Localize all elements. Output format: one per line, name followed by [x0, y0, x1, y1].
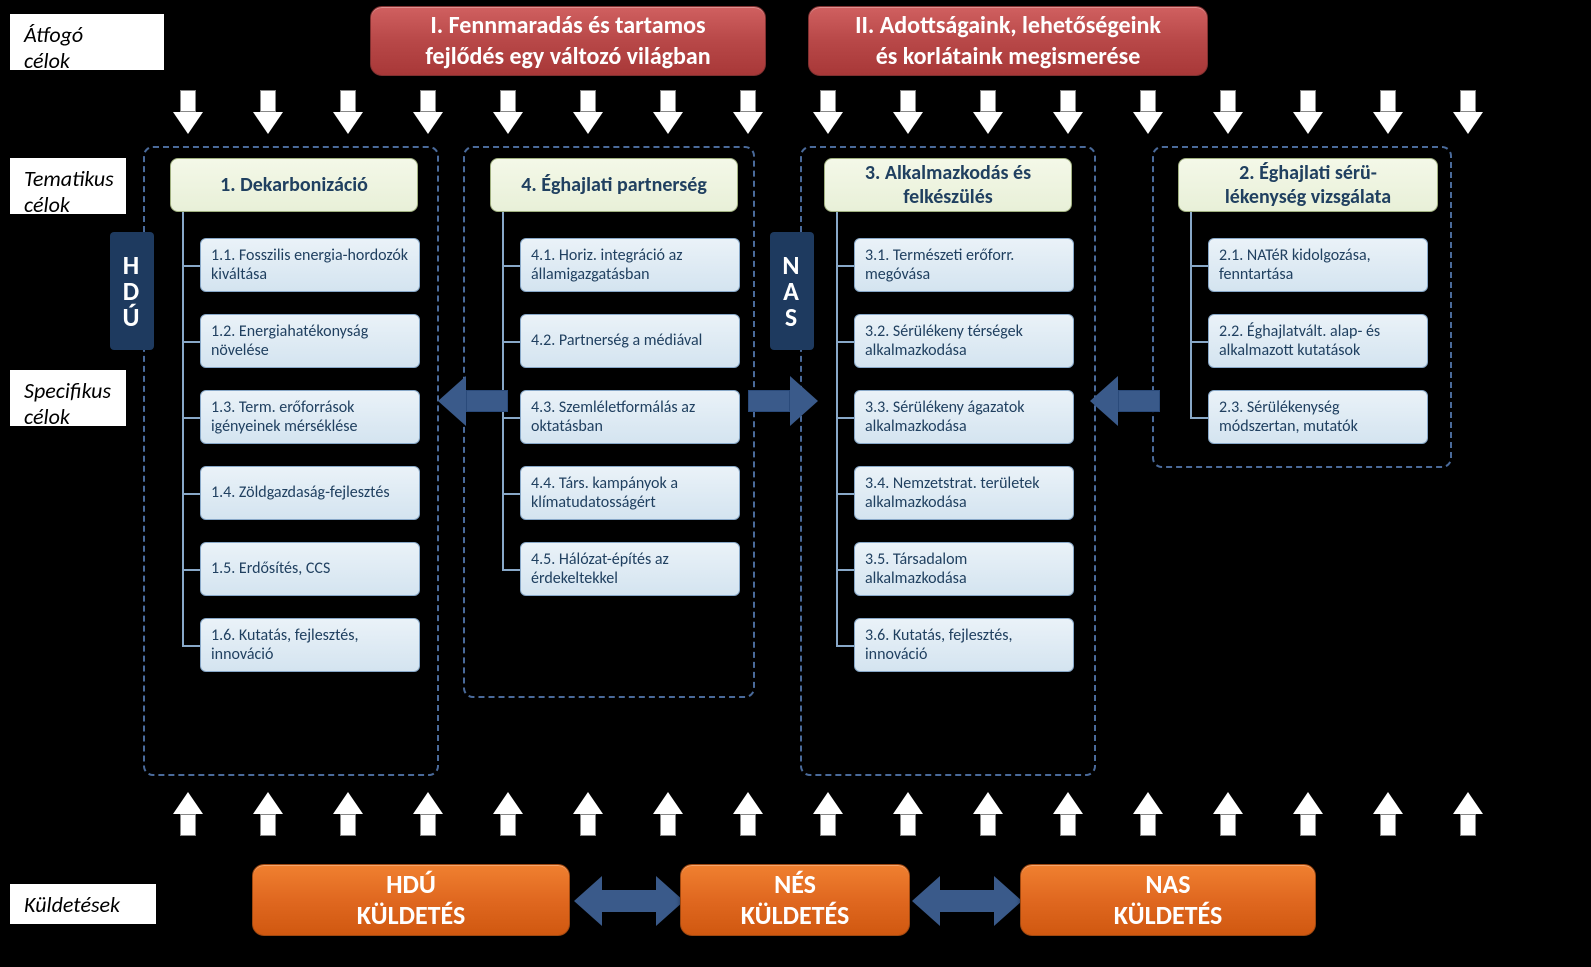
spec-col1-5: 1.5. Erdősítés, CCS [200, 542, 420, 596]
white-arrow-down [173, 90, 203, 134]
white-arrow-up [173, 792, 203, 836]
tree-branch-col3-1 [836, 265, 854, 267]
white-arrow-up [573, 792, 603, 836]
white-arrow-up [493, 792, 523, 836]
white-arrow-up [1053, 792, 1083, 836]
theme-header-t2: 2. Éghajlati sérü-lékenység vizsgálata [1178, 158, 1438, 212]
spec-col3-1: 3.1. Természeti erőforr. megóvása [854, 238, 1074, 292]
tree-branch-col3-6 [836, 645, 854, 647]
mission-m_nas: NASKÜLDETÉS [1020, 864, 1316, 936]
side-label-kuldetesek: Küldetések [10, 884, 156, 924]
white-arrow-down [493, 90, 523, 134]
blue-arrow-left-2 [1090, 376, 1160, 426]
spec-col1-6: 1.6. Kutatás, fejlesztés, innováció [200, 618, 420, 672]
tree-branch-col2-3 [1190, 417, 1208, 419]
spec-col2-2: 2.2. Éghajlatvált. alap- és alkalmazott … [1208, 314, 1428, 368]
blue-double-arrow-2 [912, 876, 1022, 926]
white-arrow-up [1133, 792, 1163, 836]
spec-col4-5: 4.5. Hálózat-építés az érdekeltekkel [520, 542, 740, 596]
spec-col3-4: 3.4. Nemzetstrat. területek alkalmazkodá… [854, 466, 1074, 520]
theme-header-t4: 4. Éghajlati partnerség [490, 158, 738, 212]
white-arrow-down [1053, 90, 1083, 134]
blue-arrow-left-1 [438, 376, 508, 426]
tree-branch-col2-1 [1190, 265, 1208, 267]
white-arrow-down [1453, 90, 1483, 134]
white-arrow-up [813, 792, 843, 836]
side-label-tematikus: Tematikuscélok [10, 158, 126, 214]
spec-col4-2: 4.2. Partnerség a médiával [520, 314, 740, 368]
white-arrow-down [653, 90, 683, 134]
blue-arrow-right-1 [748, 376, 818, 426]
theme-header-t1: 1. Dekarbonizáció [170, 158, 418, 212]
tree-branch-col1-6 [182, 645, 200, 647]
white-arrow-down [413, 90, 443, 134]
spec-col3-2: 3.2. Sérülékeny térségek alkalmazkodása [854, 314, 1074, 368]
badge-nas: NAS [770, 232, 814, 350]
tree-branch-col4-2 [502, 341, 520, 343]
side-label-specifikus: Specifikuscélok [10, 370, 126, 426]
white-arrow-down [1293, 90, 1323, 134]
mission-m_hdu: HDÚKÜLDETÉS [252, 864, 570, 936]
tree-trunk-col2 [1190, 212, 1192, 417]
white-arrow-up [1453, 792, 1483, 836]
spec-col1-1: 1.1. Fosszilis energia-hordozók kiváltás… [200, 238, 420, 292]
badge-hdu: HDÚ [110, 232, 154, 350]
tree-branch-col3-2 [836, 341, 854, 343]
white-arrow-up [733, 792, 763, 836]
tree-branch-col4-5 [502, 569, 520, 571]
white-arrow-up [1213, 792, 1243, 836]
white-arrow-up [893, 792, 923, 836]
tree-branch-col1-3 [182, 417, 200, 419]
theme-header-t3: 3. Alkalmazkodás ésfelkészülés [824, 158, 1072, 212]
white-arrow-down [1373, 90, 1403, 134]
spec-col1-2: 1.2. Energiahatékonyság növelése [200, 314, 420, 368]
spec-col1-4: 1.4. Zöldgazdaság-fejlesztés [200, 466, 420, 520]
spec-col2-1: 2.1. NATéR kidolgozása, fenntartása [1208, 238, 1428, 292]
spec-col3-6: 3.6. Kutatás, fejlesztés, innováció [854, 618, 1074, 672]
tree-branch-col1-1 [182, 265, 200, 267]
white-arrow-up [413, 792, 443, 836]
side-label-atfogo: Átfogócélok [10, 14, 164, 70]
tree-branch-col1-4 [182, 493, 200, 495]
spec-col2-3: 2.3. Sérülékenység módszertan, mutatók [1208, 390, 1428, 444]
white-arrow-up [1293, 792, 1323, 836]
white-arrow-down [973, 90, 1003, 134]
spec-col3-5: 3.5. Társadalom alkalmazkodása [854, 542, 1074, 596]
tree-trunk-col1 [182, 212, 184, 645]
white-arrow-down [813, 90, 843, 134]
goal-goal1: I. Fennmaradás és tartamosfejlődés egy v… [370, 6, 766, 76]
spec-col1-3: 1.3. Term. erőforrások igényeinek mérsék… [200, 390, 420, 444]
tree-branch-col3-5 [836, 569, 854, 571]
white-arrow-down [333, 90, 363, 134]
white-arrow-down [733, 90, 763, 134]
white-arrow-up [653, 792, 683, 836]
white-arrow-row-down [173, 90, 1483, 134]
mission-m_nes: NÉSKÜLDETÉS [680, 864, 910, 936]
tree-trunk-col3 [836, 212, 838, 645]
white-arrow-down [1133, 90, 1163, 134]
spec-col4-4: 4.4. Társ. kampányok a klímatudatosságér… [520, 466, 740, 520]
white-arrow-up [1373, 792, 1403, 836]
spec-col4-1: 4.1. Horiz. integráció az államigazgatás… [520, 238, 740, 292]
tree-branch-col1-2 [182, 341, 200, 343]
tree-branch-col2-2 [1190, 341, 1208, 343]
tree-branch-col4-1 [502, 265, 520, 267]
white-arrow-down [893, 90, 923, 134]
white-arrow-down [253, 90, 283, 134]
tree-branch-col3-4 [836, 493, 854, 495]
spec-col3-3: 3.3. Sérülékeny ágazatok alkalmazkodása [854, 390, 1074, 444]
white-arrow-row-up [173, 792, 1483, 836]
white-arrow-up [973, 792, 1003, 836]
white-arrow-down [1213, 90, 1243, 134]
white-arrow-up [253, 792, 283, 836]
tree-branch-col1-5 [182, 569, 200, 571]
white-arrow-down [573, 90, 603, 134]
goal-goal2: II. Adottságaink, lehetőségeinkés korlát… [808, 6, 1208, 76]
white-arrow-up [333, 792, 363, 836]
spec-col4-3: 4.3. Szemléletformálás az oktatásban [520, 390, 740, 444]
tree-branch-col3-3 [836, 417, 854, 419]
tree-branch-col4-4 [502, 493, 520, 495]
blue-double-arrow-1 [574, 876, 684, 926]
